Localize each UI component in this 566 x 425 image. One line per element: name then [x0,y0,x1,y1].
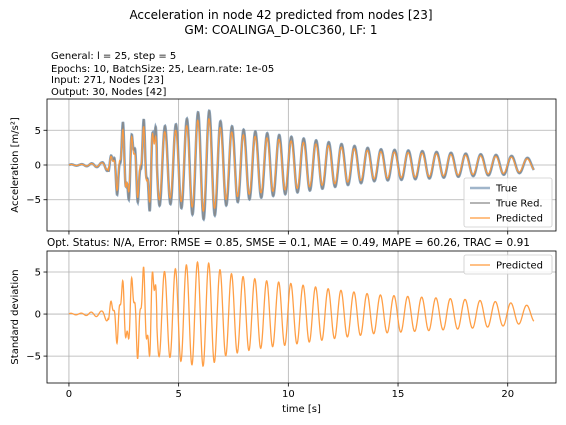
x-tick-label-1: 5 [175,389,181,400]
legend-label-0: True [495,184,517,195]
x-tick-label-4: 20 [501,389,514,400]
axes-frame [46,250,557,384]
y-axis-label: Acceleration [m/s²] [10,117,21,213]
series-line-predicted [68,117,535,212]
x-tick-label-0: 0 [66,389,72,400]
chart-title-line2: GM: COALINGA_D-OLC360, LF: 1 [184,23,377,37]
legend-label-2: Predicted [496,214,543,225]
metrics-line: Opt. Status: N/A, Error: RMSE = 0.85, SM… [47,237,530,249]
info-line-2: Epochs: 10, BatchSize: 25, Learn.rate: 1… [51,64,274,75]
y-tick-label-0: −5 [26,352,41,363]
y-tick-label-1: 0 [35,161,41,172]
standard-deviation-plot: 0 5 10 15 20 −5 0 5 Standard deviation time [s] Pr… [10,250,557,415]
info-line-3: Input: 271, Nodes [23] [51,75,164,86]
series-line-predicted [68,260,535,368]
y-axis-label: Standard deviation [10,269,21,364]
legend-label-0: Predicted [496,261,543,272]
x-axis-label: time [s] [282,404,321,415]
y-tick-label-2: 5 [35,268,41,279]
legend-label-1: True Red. [495,199,543,210]
y-tick-label-1: 0 [35,310,41,321]
acceleration-plot: −5 0 5 Acceleration [m/s²] True True Red. Pred… [10,98,557,235]
legend: Predicted [463,254,553,275]
legend-box [463,177,553,228]
info-line-1: General: l = 25, step = 5 [51,51,176,62]
chart-title-line1: Acceleration in node 42 predicted from n… [129,8,432,22]
legend: True True Red. Predicted [463,177,553,228]
y-tick-label-2: 5 [35,126,41,137]
x-tick-label-2: 10 [282,389,295,400]
x-tick-label-3: 15 [392,389,405,400]
legend-box [463,254,553,275]
info-line-4: Output: 30, Nodes [42] [51,87,166,98]
y-tick-label-0: −5 [26,195,41,206]
